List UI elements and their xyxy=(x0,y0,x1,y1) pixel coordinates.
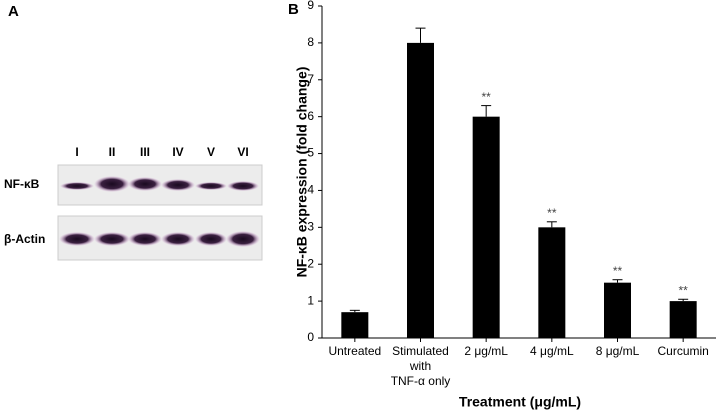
lane-label: I xyxy=(75,145,78,159)
x-tick-label: 2 μg/mL xyxy=(464,344,508,358)
panel-letter: B xyxy=(288,1,299,18)
x-tick-label: 4 μg/mL xyxy=(530,344,574,358)
row-label: β-Actin xyxy=(4,232,45,246)
significance-label: ** xyxy=(481,90,491,104)
panel-letter: A xyxy=(8,3,19,20)
x-tick-label: Untreated xyxy=(328,344,381,358)
significance-label: ** xyxy=(547,206,557,220)
x-tick-label: 8 μg/mL xyxy=(596,344,640,358)
x-tick-label: Stimulated with TNF-α only xyxy=(391,344,451,388)
x-tick-label: Curcumin xyxy=(657,344,708,358)
x-axis-label: Treatment (μg/mL) xyxy=(459,394,581,410)
lane-label: V xyxy=(207,145,215,159)
y-tick-label: 2 xyxy=(307,256,314,270)
y-tick-label: 9 xyxy=(307,0,314,12)
lane-label: II xyxy=(109,145,116,159)
y-axis-label: NF-κB expression (fold change) xyxy=(294,67,310,278)
lane-label: IV xyxy=(172,145,183,159)
bar xyxy=(538,227,566,338)
bar xyxy=(604,282,631,338)
y-tick-label: 7 xyxy=(307,72,314,86)
bar xyxy=(341,312,369,338)
y-tick-label: 3 xyxy=(307,220,314,234)
y-tick-label: 8 xyxy=(307,35,314,49)
y-tick-label: 1 xyxy=(307,293,314,307)
y-tick-label: 6 xyxy=(307,109,314,123)
y-tick-label: 5 xyxy=(307,146,314,160)
bar xyxy=(472,116,500,339)
significance-label: ** xyxy=(678,283,688,297)
y-tick-label: 4 xyxy=(307,183,314,197)
y-tick-label: 0 xyxy=(307,330,314,344)
row-label: NF-κB xyxy=(4,177,40,191)
lane-label: VI xyxy=(237,145,248,159)
blot-image xyxy=(57,164,263,261)
significance-label: ** xyxy=(613,264,623,278)
lane-label: III xyxy=(140,145,150,159)
bar xyxy=(669,301,697,338)
bar xyxy=(407,42,434,339)
